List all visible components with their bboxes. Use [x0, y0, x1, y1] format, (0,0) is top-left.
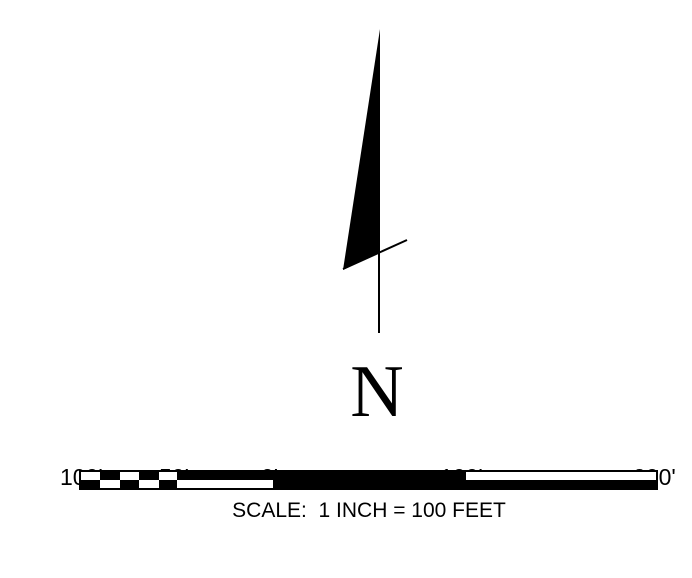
scale-check-bottom-2 — [120, 480, 139, 489]
scale-check-bottom-1 — [80, 480, 100, 489]
scale-bar — [79, 470, 658, 490]
north-arrow: N — [342, 29, 408, 433]
scale-check-top-2 — [139, 471, 159, 480]
scale-caption: SCALE: 1 INCH = 100 FEET — [232, 499, 506, 522]
scale-check-bottom-3 — [159, 480, 177, 489]
scale-segment-100-200-bottom — [465, 480, 657, 489]
north-arrow-icon — [343, 29, 380, 270]
north-arrow-crossbar — [342, 239, 408, 270]
north-letter: N — [350, 351, 403, 433]
scale-check-top-1 — [100, 471, 120, 480]
scale-check-top-3 — [177, 471, 274, 480]
scale-segment-0-100 — [274, 471, 465, 489]
